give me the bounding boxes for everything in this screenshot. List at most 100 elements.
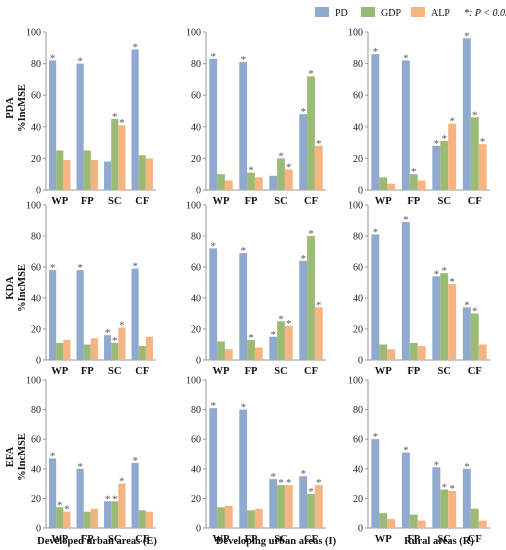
category-label-sc: SC <box>438 196 451 207</box>
y-tick-label: 60 <box>191 263 201 274</box>
row-label-unit-efa: %IncMSE <box>17 433 28 481</box>
bar-pd-fp <box>401 60 410 190</box>
bar-pd-cf <box>131 462 139 528</box>
bar-gdp-sc <box>277 321 285 360</box>
bar-gdp-fp <box>409 514 418 528</box>
significance-star: * <box>278 313 284 325</box>
significance-star: * <box>132 261 138 273</box>
significance-star: * <box>449 483 455 495</box>
row-label-metric-pda: PDA <box>5 97 16 119</box>
bar-gdp-sc <box>440 141 449 190</box>
bar-pd-cf <box>131 49 139 190</box>
y-tick-label: 40 <box>31 464 41 475</box>
bar-pd-fp <box>401 452 410 528</box>
bar-pd-fp <box>76 63 84 190</box>
bar-pd-fp <box>239 409 248 528</box>
category-label-cf: CF <box>468 196 482 207</box>
bar-alp-cf <box>314 485 323 528</box>
bar-alp-wp <box>224 180 233 190</box>
category-label-cf: CF <box>468 366 482 377</box>
significance-star: * <box>286 161 292 173</box>
bar-gdp-cf <box>138 155 146 190</box>
bar-alp-fp <box>417 520 426 528</box>
significance-star: * <box>403 52 409 64</box>
bar-gdp-sc <box>440 489 449 528</box>
y-tick-label: 60 <box>353 263 363 274</box>
legend: PD GDP ALP *: P < 0.05 <box>315 7 506 19</box>
bar-gdp-fp <box>247 172 255 190</box>
bar-pd-sc <box>104 501 112 528</box>
category-label-fp: FP <box>245 366 258 377</box>
significance-star: * <box>373 431 379 443</box>
bar-gdp-fp <box>83 511 91 528</box>
category-label-fp: FP <box>245 196 258 207</box>
category-label-sc: SC <box>438 534 451 545</box>
significance-star: * <box>105 327 111 339</box>
bar-pd-wp <box>49 270 57 360</box>
significance-star: * <box>434 268 440 280</box>
bar-alp-wp <box>63 159 71 190</box>
y-tick-label: 20 <box>31 325 41 336</box>
significance-star: * <box>316 477 322 489</box>
significance-star: * <box>373 46 379 58</box>
category-label-sc: SC <box>108 196 121 207</box>
significance-star: * <box>77 56 83 68</box>
category-label-wp: WP <box>51 534 69 545</box>
bar-alp-fp <box>417 346 426 360</box>
significance-star: * <box>132 41 138 53</box>
significance-star: * <box>472 109 478 121</box>
category-label-fp: FP <box>407 196 420 207</box>
significance-star: * <box>316 299 322 311</box>
significance-star: * <box>112 493 118 505</box>
significance-star: * <box>270 329 276 341</box>
y-tick-label: 80 <box>31 405 41 416</box>
y-tick-label: 40 <box>191 294 201 305</box>
y-tick-label: 100 <box>186 376 201 387</box>
category-label-sc: SC <box>274 366 287 377</box>
significance-star: * <box>300 253 306 265</box>
y-tick-label: 40 <box>353 464 363 475</box>
y-tick-label: 0 <box>36 524 41 535</box>
significance-star: * <box>105 493 111 505</box>
y-tick-label: 20 <box>353 154 363 165</box>
significance-star: * <box>286 477 292 489</box>
category-label-cf: CF <box>135 534 149 545</box>
y-tick-label: 60 <box>191 91 201 102</box>
bar-alp-wp <box>63 511 71 528</box>
legend-label-gdp: GDP <box>381 8 401 19</box>
bar-pd-sc <box>104 335 112 360</box>
significance-star: * <box>464 30 470 42</box>
bar-gdp-cf <box>307 236 315 360</box>
significance-star: * <box>286 318 292 330</box>
bar-pd-wp <box>49 458 57 528</box>
y-tick-label: 100 <box>186 201 201 212</box>
y-tick-label: 100 <box>348 28 363 39</box>
y-tick-label: 100 <box>348 376 363 387</box>
row-label-metric-efa: EFA <box>5 446 16 467</box>
legend-label-pd: PD <box>335 8 348 19</box>
bar-alp-sc <box>448 491 457 528</box>
bar-pd-sc <box>269 175 278 190</box>
bar-alp-wp <box>224 505 233 528</box>
bar-gdp-cf <box>470 117 479 190</box>
column-label-developed: Developed urban areas (E) <box>37 536 157 547</box>
category-label-wp: WP <box>213 534 231 545</box>
significance-star: * <box>240 245 246 257</box>
bar-pd-fp <box>239 253 248 360</box>
bar-gdp-fp <box>247 510 255 528</box>
bar-alp-cf <box>145 336 153 360</box>
significance-star: * <box>248 165 254 177</box>
significance-star: * <box>210 400 216 412</box>
bar-alp-sc <box>118 125 126 190</box>
category-label-fp: FP <box>81 534 94 545</box>
y-tick-label: 100 <box>186 28 201 39</box>
y-tick-label: 80 <box>353 405 363 416</box>
category-label-fp: FP <box>245 534 258 545</box>
row-label-metric-kda: KDA <box>5 276 16 300</box>
significance-star: * <box>248 332 254 344</box>
y-tick-label: 80 <box>353 59 363 70</box>
y-tick-label: 0 <box>358 186 363 197</box>
y-tick-label: 0 <box>36 186 41 197</box>
